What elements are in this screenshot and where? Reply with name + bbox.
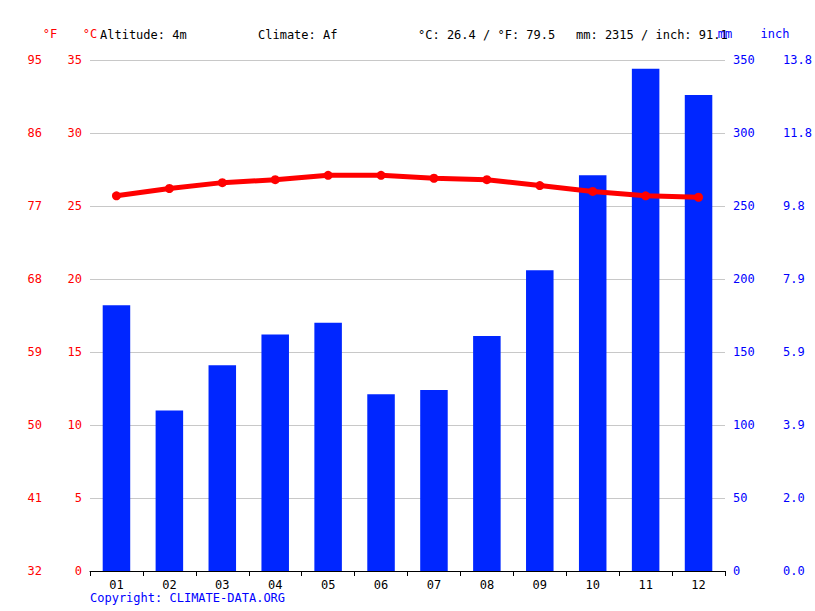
- svg-text:04: 04: [268, 578, 282, 592]
- svg-text:°C: 26.4 / °F: 79.5: °C: 26.4 / °F: 79.5: [418, 28, 555, 42]
- svg-text:59: 59: [28, 345, 42, 359]
- svg-text:10: 10: [585, 578, 599, 592]
- svg-text:05: 05: [321, 578, 335, 592]
- svg-text:0: 0: [733, 564, 740, 578]
- svg-text:01: 01: [109, 578, 123, 592]
- svg-text:°F: °F: [43, 27, 57, 41]
- svg-text:3.9: 3.9: [783, 418, 805, 432]
- svg-text:mm: 2315 / inch: 91.1: mm: 2315 / inch: 91.1: [576, 28, 728, 42]
- svg-text:Copyright: CLIMATE-DATA.ORG: Copyright: CLIMATE-DATA.ORG: [90, 591, 285, 605]
- svg-text:mm: mm: [718, 27, 732, 41]
- svg-text:0: 0: [75, 564, 82, 578]
- svg-text:77: 77: [28, 199, 42, 213]
- svg-text:15: 15: [68, 345, 82, 359]
- svg-text:9.8: 9.8: [783, 199, 805, 213]
- svg-text:35: 35: [68, 53, 82, 67]
- svg-text:5: 5: [75, 491, 82, 505]
- svg-text:150: 150: [733, 345, 755, 359]
- svg-text:06: 06: [374, 578, 388, 592]
- svg-text:°C: °C: [83, 27, 97, 41]
- svg-text:07: 07: [427, 578, 441, 592]
- svg-text:300: 300: [733, 126, 755, 140]
- svg-text:30: 30: [68, 126, 82, 140]
- svg-text:50: 50: [733, 491, 747, 505]
- svg-text:350: 350: [733, 53, 755, 67]
- svg-text:95: 95: [28, 53, 42, 67]
- svg-text:08: 08: [480, 578, 494, 592]
- svg-text:Altitude: 4m: Altitude: 4m: [100, 28, 187, 42]
- svg-text:12: 12: [691, 578, 705, 592]
- svg-text:41: 41: [28, 491, 42, 505]
- svg-text:11.8: 11.8: [783, 126, 812, 140]
- svg-text:250: 250: [733, 199, 755, 213]
- svg-text:2.0: 2.0: [783, 491, 805, 505]
- svg-text:Climate: Af: Climate: Af: [258, 28, 337, 42]
- svg-text:50: 50: [28, 418, 42, 432]
- svg-text:86: 86: [28, 126, 42, 140]
- svg-text:32: 32: [28, 564, 42, 578]
- svg-text:03: 03: [215, 578, 229, 592]
- svg-text:5.9: 5.9: [783, 345, 805, 359]
- svg-text:0.0: 0.0: [783, 564, 805, 578]
- svg-text:20: 20: [68, 272, 82, 286]
- svg-text:10: 10: [68, 418, 82, 432]
- svg-text:200: 200: [733, 272, 755, 286]
- svg-text:11: 11: [638, 578, 652, 592]
- svg-text:100: 100: [733, 418, 755, 432]
- svg-text:68: 68: [28, 272, 42, 286]
- svg-text:7.9: 7.9: [783, 272, 805, 286]
- svg-text:13.8: 13.8: [783, 53, 812, 67]
- svg-text:09: 09: [533, 578, 547, 592]
- svg-text:inch: inch: [761, 27, 790, 41]
- svg-text:25: 25: [68, 199, 82, 213]
- svg-text:02: 02: [162, 578, 176, 592]
